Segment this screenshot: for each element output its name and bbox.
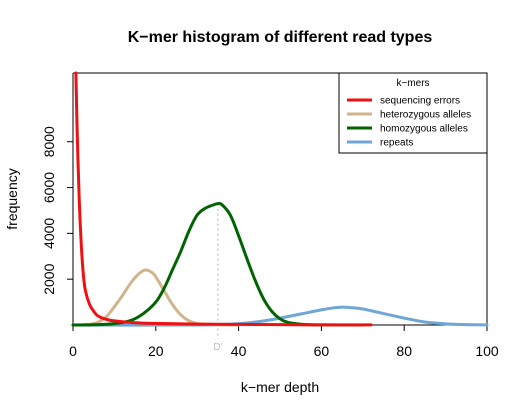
annotation: D' bbox=[213, 204, 222, 353]
legend-label: sequencing errors bbox=[380, 96, 460, 107]
y-tick-label: 8000 bbox=[41, 126, 57, 157]
y-axis-label: frequency bbox=[4, 168, 20, 229]
x-tick-label: 100 bbox=[475, 343, 499, 359]
x-ticks: 0 20 40 60 80 100 bbox=[69, 325, 499, 359]
x-tick-label: 60 bbox=[314, 343, 330, 359]
x-tick-label: 40 bbox=[231, 343, 247, 359]
y-tick-label: 4000 bbox=[41, 218, 57, 249]
legend-label: homozygous alleles bbox=[380, 124, 468, 135]
chart-title: K−mer histogram of different read types bbox=[128, 29, 433, 46]
x-tick-label: 20 bbox=[148, 343, 164, 359]
x-tick-label: 80 bbox=[396, 343, 412, 359]
y-tick-label: 2000 bbox=[41, 263, 57, 294]
x-tick-label: 0 bbox=[69, 343, 77, 359]
y-ticks: 2000 4000 6000 8000 bbox=[41, 126, 73, 295]
legend: k−mers sequencing errors heterozygous all… bbox=[339, 73, 487, 153]
legend-title: k−mers bbox=[396, 78, 429, 89]
y-tick-label: 6000 bbox=[41, 172, 57, 203]
annotation-label: D' bbox=[213, 342, 222, 353]
legend-label: repeats bbox=[380, 138, 413, 149]
series-line-sequencing-errors bbox=[76, 73, 371, 325]
legend-label: heterozygous alleles bbox=[380, 110, 471, 121]
x-axis-label: k−mer depth bbox=[241, 379, 319, 395]
